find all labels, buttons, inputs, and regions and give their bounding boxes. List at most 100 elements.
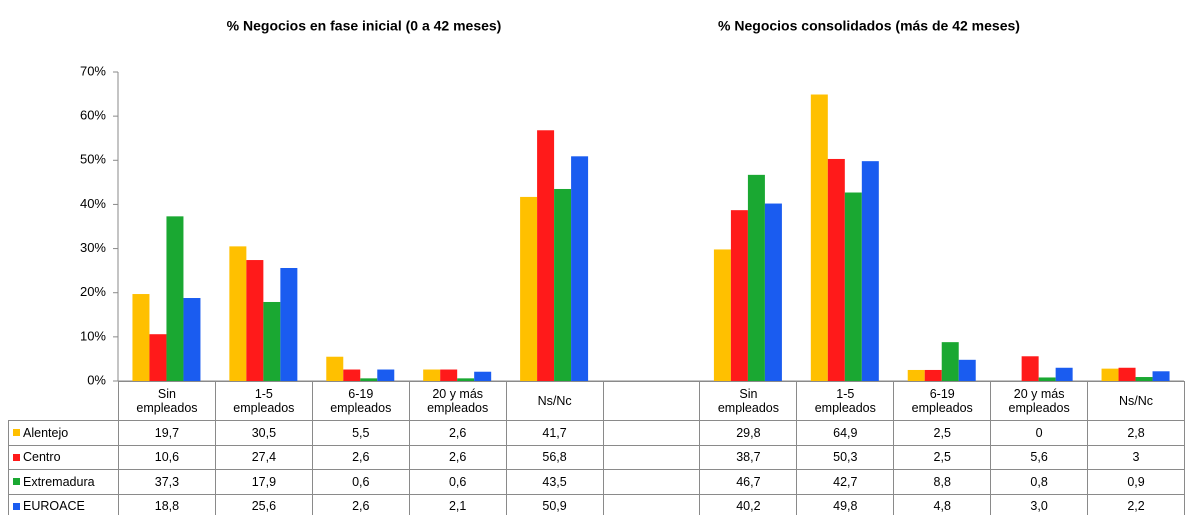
data-label: 18,8 — [118, 493, 216, 515]
bar — [440, 369, 458, 381]
data-label: 43,5 — [505, 469, 604, 495]
bar — [1101, 368, 1119, 381]
y-tick-label: 20% — [80, 284, 106, 299]
legend-entry: Alentejo — [8, 420, 119, 446]
legend-swatch — [13, 502, 20, 510]
data-label — [602, 469, 701, 495]
data-label: 64,9 — [796, 420, 895, 446]
data-label: 0 — [990, 420, 1089, 446]
legend-swatch — [13, 453, 20, 461]
x-tick-label: 6-19 empleados — [311, 381, 410, 421]
bar — [713, 249, 731, 381]
x-tick-label: 20 y más empleados — [408, 381, 507, 421]
bar — [924, 369, 942, 381]
data-label: 0,6 — [311, 469, 410, 495]
data-label: 30,5 — [214, 420, 313, 446]
bar — [360, 378, 378, 381]
data-label: 2,5 — [893, 444, 992, 470]
x-tick-label: Sin empleados — [118, 381, 216, 421]
bar — [132, 294, 150, 381]
bar — [571, 156, 589, 381]
bar — [377, 369, 395, 381]
data-label: 5,6 — [990, 444, 1089, 470]
data-label: 49,8 — [796, 493, 895, 515]
y-tick-label: 60% — [80, 108, 106, 123]
data-label: 10,6 — [118, 444, 216, 470]
data-label: 19,7 — [118, 420, 216, 446]
data-label: 3,0 — [990, 493, 1089, 515]
bar — [263, 301, 281, 381]
data-label: 2,5 — [893, 420, 992, 446]
data-label — [602, 444, 701, 470]
bar — [280, 267, 298, 381]
bar — [1038, 377, 1056, 381]
bar — [183, 298, 201, 381]
data-label: 2,6 — [311, 444, 410, 470]
data-label: 2,6 — [311, 493, 410, 515]
legend-entry: EUROACE — [8, 493, 119, 515]
data-label: 2,2 — [1087, 493, 1185, 515]
bar — [474, 371, 492, 381]
data-label — [602, 420, 701, 446]
bar — [166, 216, 184, 381]
x-tick-label: 20 y más empleados — [990, 381, 1089, 421]
bar — [1135, 377, 1153, 381]
data-label: 40,2 — [699, 493, 798, 515]
bar — [958, 359, 976, 381]
data-label: 27,4 — [214, 444, 313, 470]
bar — [861, 161, 879, 381]
data-label: 2,6 — [408, 444, 507, 470]
bar — [457, 378, 475, 381]
data-label: 0,9 — [1087, 469, 1185, 495]
bar — [747, 174, 765, 381]
data-label: 50,3 — [796, 444, 895, 470]
bar — [326, 356, 344, 381]
data-label: 25,6 — [214, 493, 313, 515]
x-tick-label: 6-19 empleados — [893, 381, 992, 421]
data-label: 29,8 — [699, 420, 798, 446]
x-tick-label: 1-5 empleados — [796, 381, 895, 421]
data-label: 8,8 — [893, 469, 992, 495]
data-label: 46,7 — [699, 469, 798, 495]
data-label: 38,7 — [699, 444, 798, 470]
data-label: 37,3 — [118, 469, 216, 495]
bar — [423, 369, 441, 381]
bar — [730, 210, 748, 381]
data-label — [602, 493, 701, 515]
x-tick-label: 1-5 empleados — [214, 381, 313, 421]
data-label: 0,6 — [408, 469, 507, 495]
data-label: 5,5 — [311, 420, 410, 446]
bar — [810, 94, 828, 382]
bar — [1055, 367, 1073, 381]
bar — [554, 188, 572, 381]
x-tick-label: Sin empleados — [699, 381, 798, 421]
bar — [764, 203, 782, 381]
data-label: 56,8 — [505, 444, 604, 470]
y-tick-label: 30% — [80, 240, 106, 255]
bar — [520, 196, 538, 381]
chart-title: % Negocios en fase inicial (0 a 42 meses… — [227, 18, 502, 34]
bar — [1021, 356, 1039, 381]
bar — [343, 369, 361, 381]
bar — [1152, 371, 1170, 381]
legend-swatch — [13, 429, 20, 437]
data-label: 41,7 — [505, 420, 604, 446]
legend-label: Extremadura — [23, 474, 95, 489]
data-label: 4,8 — [893, 493, 992, 515]
bar — [149, 334, 167, 381]
data-label: 0,8 — [990, 469, 1089, 495]
legend-entry: Extremadura — [8, 469, 119, 495]
y-tick-label: 0% — [87, 372, 106, 387]
legend-swatch — [13, 478, 20, 486]
x-tick-label: Ns/Nc — [1087, 381, 1185, 421]
bar — [941, 342, 959, 381]
legend-label: Centro — [23, 450, 61, 465]
data-label: 17,9 — [214, 469, 313, 495]
bar — [827, 158, 845, 381]
y-tick-label: 50% — [80, 152, 106, 167]
bar — [1118, 367, 1136, 381]
x-tick-label: Ns/Nc — [505, 381, 604, 421]
data-label: 50,9 — [505, 493, 604, 515]
